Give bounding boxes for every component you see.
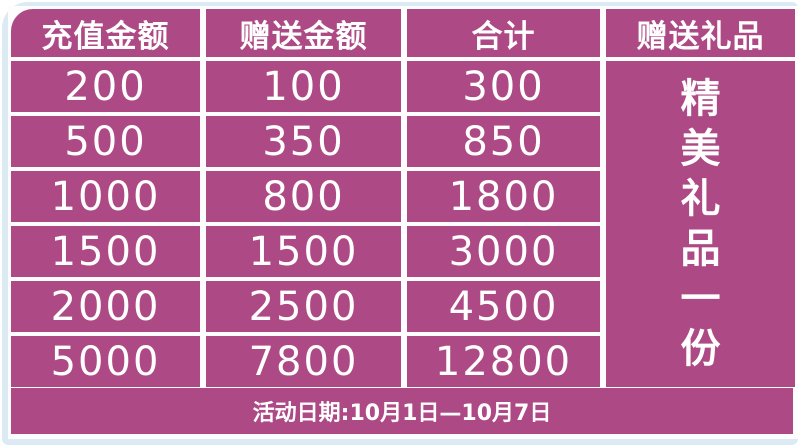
recharge-amount-cell: 5000 <box>11 336 200 387</box>
gift-char: 份 <box>680 326 721 372</box>
gift-char: 礼 <box>680 176 721 222</box>
footer: 活动日期:10月1日—10月7日 <box>8 387 798 439</box>
header-recharge: 充值金额 <box>11 9 200 57</box>
bonus-amount-cell: 1500 <box>206 226 401 277</box>
total-amount-cell: 12800 <box>407 336 600 387</box>
total-amount-cell: 1800 <box>407 171 600 222</box>
header-total: 合计 <box>407 9 600 57</box>
gift-char: 一 <box>680 276 721 322</box>
gift-cell: 精 美 礼 品 一 份 <box>606 61 795 387</box>
gift-char: 品 <box>680 226 721 272</box>
bonus-amount-cell: 2500 <box>206 281 401 332</box>
total-amount-cell: 850 <box>407 116 600 167</box>
recharge-amount-cell: 1500 <box>11 226 200 277</box>
gift-char: 美 <box>680 126 721 172</box>
bonus-amount-cell: 800 <box>206 171 401 222</box>
bonus-amount-cell: 350 <box>206 116 401 167</box>
recharge-amount-cell: 500 <box>11 116 200 167</box>
header-bonus: 赠送金额 <box>206 9 401 57</box>
total-amount-cell: 3000 <box>407 226 600 277</box>
promo-table: 充值金额 赠送金额 合计 赠送礼品 精 美 礼 品 一 份 200 100 300 5… <box>8 6 798 390</box>
recharge-amount-cell: 200 <box>11 61 200 112</box>
activity-dates: 活动日期:10月1日—10月7日 <box>11 388 793 434</box>
bonus-amount-cell: 7800 <box>206 336 401 387</box>
recharge-amount-cell: 1000 <box>11 171 200 222</box>
total-amount-cell: 4500 <box>407 281 600 332</box>
total-amount-cell: 300 <box>407 61 600 112</box>
recharge-amount-cell: 2000 <box>11 281 200 332</box>
bonus-amount-cell: 100 <box>206 61 401 112</box>
header-gift: 赠送礼品 <box>606 9 795 57</box>
gift-char: 精 <box>680 76 721 122</box>
